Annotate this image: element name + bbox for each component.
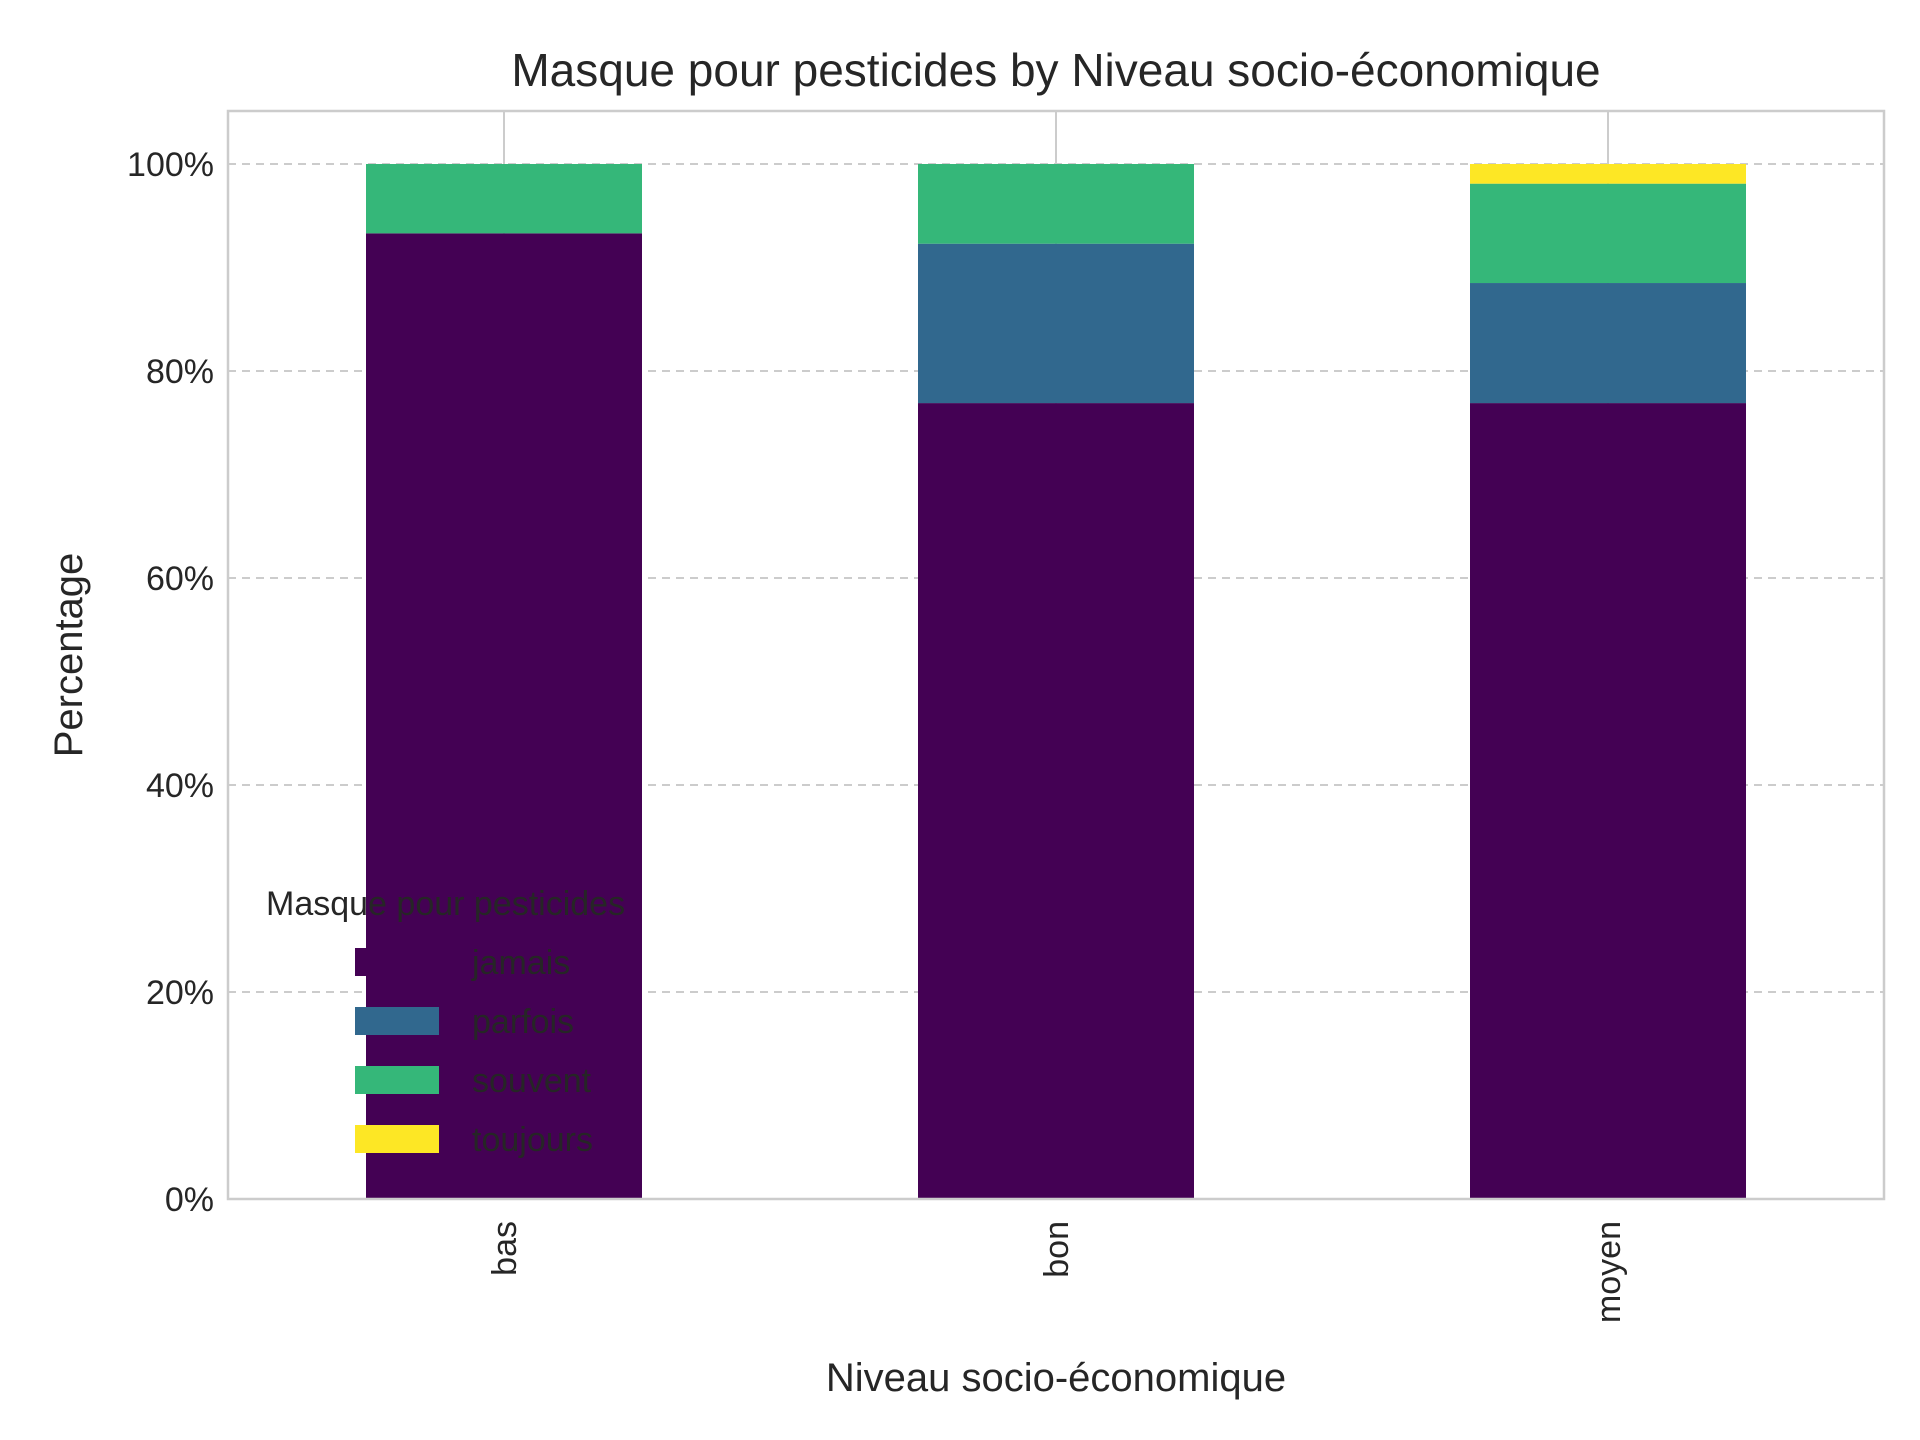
bar-segment-jamais-bas <box>366 233 642 1200</box>
legend: Masque pour pesticides jamais parfois souv… <box>266 885 625 1159</box>
y-tick-label: 20% <box>146 974 214 1012</box>
bars-layer <box>366 164 1746 1200</box>
legend-label-toujours: toujours <box>472 1121 593 1159</box>
y-tick-label: 80% <box>146 353 214 391</box>
plot-frame <box>226 109 1886 1201</box>
bar-segment-jamais-moyen <box>1470 403 1746 1200</box>
bar-segment-souvent-bas <box>366 164 642 234</box>
legend-swatch-toujours <box>355 1125 439 1153</box>
x-tick-label: bas <box>486 1221 524 1276</box>
x-tick-label: bon <box>1038 1221 1076 1278</box>
legend-title: Masque pour pesticides <box>266 885 625 923</box>
chart-title: Masque pour pesticides by Niveau socio-é… <box>511 44 1600 96</box>
x-axis-label: Niveau socio-économique <box>826 1356 1286 1400</box>
bar-segment-jamais-bon <box>918 403 1194 1200</box>
legend-swatch-jamais <box>355 948 439 976</box>
bar-segment-souvent-bon <box>918 164 1194 244</box>
bar-segment-souvent-moyen <box>1470 183 1746 284</box>
bar-segment-parfois-moyen <box>1470 283 1746 404</box>
y-tick-label: 0% <box>165 1181 214 1219</box>
y-tick-label: 40% <box>146 767 214 805</box>
bar-segment-parfois-bon <box>918 243 1194 404</box>
legend-label-jamais: jamais <box>471 944 570 982</box>
legend-label-souvent: souvent <box>472 1062 592 1100</box>
bar-segment-toujours-moyen <box>1470 164 1746 184</box>
y-tick-label: 100% <box>127 146 214 184</box>
y-tick-label: 60% <box>146 560 214 598</box>
legend-swatch-souvent <box>355 1066 439 1094</box>
axes-layer: 0% 20% 40% 60% 80% 100% bas bon moyen <box>127 146 1628 1323</box>
legend-swatch-parfois <box>355 1007 439 1035</box>
legend-label-parfois: parfois <box>472 1003 574 1041</box>
x-tick-label: moyen <box>1590 1221 1628 1323</box>
y-axis-label: Percentage <box>47 553 91 758</box>
